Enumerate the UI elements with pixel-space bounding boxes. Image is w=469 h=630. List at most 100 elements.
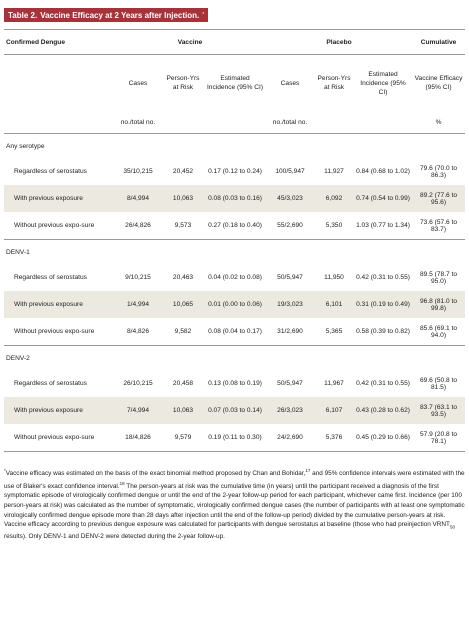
row-label: Regardless of serostatus: [14, 380, 87, 387]
row-label: With previous exposure: [4, 291, 114, 318]
cell: 10,063: [162, 185, 204, 212]
cell: 0.13 (0.08 to 0.19): [208, 380, 262, 387]
table: Confirmed Dengue Vaccine Placebo Cumulative…: [4, 29, 466, 452]
cell: 57.9 (20.8 to 78.1): [412, 424, 466, 452]
document: Table 2. Vaccine Efficacy at 2 Years aft…: [0, 5, 469, 630]
data-row: Without previous expo-sure 18/4,826 9,579 0…: [4, 424, 466, 452]
units-row: no./total no. no./total no.%: [4, 111, 466, 134]
cell: 20,458: [172, 380, 194, 387]
column-header: Person-Yrs at Risk: [317, 75, 351, 91]
cell: 0.45 (0.29 to 0.66): [354, 424, 413, 452]
cell: 0.04 (0.02 to 0.08): [208, 274, 262, 281]
column-header: Cases: [128, 79, 148, 87]
cell: 0.84 (0.68 to 1.02): [356, 168, 410, 175]
blank-cell: [354, 111, 413, 134]
row-label: Without previous expo-sure: [4, 318, 114, 346]
cell: 9,573: [162, 212, 204, 240]
footnote-ref: 17: [305, 468, 311, 473]
cell: 8/4,826: [114, 318, 162, 346]
column-header: Vaccine Efficacy (95% CI): [414, 75, 463, 91]
footnote-text: results). Only DENV-1 and DENV-2 were de…: [4, 533, 225, 541]
cell: 35/10,215: [123, 168, 153, 175]
row-label: Regardless of serostatus: [14, 168, 87, 175]
title-text: Vaccine Efficacy at 2 Years after Inject…: [40, 10, 200, 20]
group-header: Vaccine: [114, 29, 267, 55]
section-row: DENV-1: [4, 240, 465, 265]
data-row: Without previous expo-sure 8/4,826 9,582 0.…: [4, 318, 466, 346]
cell: 96.8 (81.0 to 99.8): [412, 291, 466, 318]
footnote-ref: 50: [449, 524, 455, 530]
cell: 50/5,947: [277, 274, 303, 281]
cell: 0.08 (0.04 to 0.17): [204, 318, 267, 346]
data-row: Without previous expo-sure 26/4,826 9,573 0…: [4, 212, 466, 240]
row-label: Regardless of serostatus: [14, 274, 87, 281]
cell: 5,350: [314, 212, 355, 240]
section-name: DENV-1: [6, 248, 30, 256]
cell: 0.43 (0.28 to 0.62): [354, 397, 413, 424]
blank-cell: [4, 111, 114, 134]
section-name: Any serotype: [6, 142, 45, 150]
blank-cell: [204, 111, 267, 134]
footnote-text: and 95% confidence intervals were estima…: [4, 470, 465, 490]
row-label: With previous exposure: [4, 397, 114, 424]
section-row: DENV-2: [4, 346, 465, 371]
cell: 0.19 (0.11 to 0.30): [204, 424, 267, 452]
group-header: Placebo: [266, 29, 413, 55]
cell: 11,927: [324, 168, 344, 175]
data-row: With previous exposure 1/4,994 10,065 0.01 …: [4, 291, 466, 318]
page: {"title":{"label":"Table 2.","text":"Vac…: [0, 5, 469, 630]
cell: 20,452: [172, 168, 194, 175]
cell: 89.5 (78.7 to 95.0): [420, 270, 458, 285]
blank-cell: [4, 55, 114, 112]
cell: 8/4,994: [114, 185, 162, 212]
title-box: Table 2. Vaccine Efficacy at 2 Years aft…: [4, 8, 209, 22]
row-label: Without previous expo-sure: [4, 212, 114, 240]
table-body: Any serotype Regardless of serostatus 35/1…: [4, 134, 466, 452]
cell: 9,579: [162, 424, 204, 452]
column-header: Estimated Incidence (95% CI): [206, 75, 264, 91]
cell: 0.42 (0.31 to 0.55): [356, 274, 410, 281]
data-row: Regardless of serostatus 26/10,215 20,458 0…: [4, 370, 465, 397]
cell: 69.6 (50.8 to 81.5): [420, 376, 458, 391]
unit-label: no./total no.: [114, 111, 162, 134]
footnote-text: The person-years at risk was the cumulat…: [4, 482, 465, 529]
cell: 10,065: [162, 291, 204, 318]
cell: 100/5,947: [275, 168, 305, 175]
column-header: Estimated Incidence (95% CI): [360, 70, 406, 96]
cell: 7/4,994: [114, 397, 162, 424]
cell: 5,376: [314, 424, 355, 452]
column-header: Cases: [280, 79, 300, 87]
cell: 31/2,690: [266, 318, 315, 346]
cell: 45/3,023: [266, 185, 315, 212]
data-row: With previous exposure 7/4,994 10,063 0.07 …: [4, 397, 466, 424]
cell: 50/5,947: [277, 380, 303, 387]
cell: 0.08 (0.03 to 0.16): [204, 185, 267, 212]
footnote-marker: *: [4, 468, 6, 473]
data-row: Regardless of serostatus 35/10,215 20,452 0…: [4, 158, 465, 185]
cell: 0.01 (0.00 to 0.06): [204, 291, 267, 318]
cell: 73.6 (57.6 to 83.7): [412, 212, 466, 240]
cell: 0.07 (0.03 to 0.14): [204, 397, 267, 424]
cell: 89.2 (77.6 to 95.6): [412, 185, 466, 212]
group-header-row: Confirmed Dengue Vaccine Placebo Cumulative: [4, 29, 466, 55]
cell: 20,463: [172, 274, 194, 281]
cell: 55/2,690: [266, 212, 315, 240]
cell: 0.58 (0.39 to 0.82): [354, 318, 413, 346]
table-head: Confirmed Dengue Vaccine Placebo Cumulative…: [4, 29, 466, 134]
cell: 9/10,215: [125, 274, 151, 281]
title-label: Table 2.: [8, 10, 38, 20]
group-header: Confirmed Dengue: [4, 29, 114, 55]
cell: 18/4,826: [114, 424, 162, 452]
cell: 0.17 (0.12 to 0.24): [208, 168, 262, 175]
cell: 10,063: [162, 397, 204, 424]
cell: 0.27 (0.18 to 0.40): [204, 212, 267, 240]
cell: 0.42 (0.31 to 0.55): [356, 380, 410, 387]
cell: 11,967: [324, 380, 344, 387]
cell: 19/3,023: [266, 291, 315, 318]
unit-label: no./total no.: [266, 111, 315, 134]
data-row: Regardless of serostatus 9/10,215 20,463 0.…: [4, 264, 465, 291]
unit-label: %: [412, 111, 466, 134]
footnote-ref: 18: [119, 480, 125, 486]
row-label: Without previous expo-sure: [4, 424, 114, 452]
footnote-text: Vaccine efficacy was estimated on the ba…: [5, 470, 306, 478]
